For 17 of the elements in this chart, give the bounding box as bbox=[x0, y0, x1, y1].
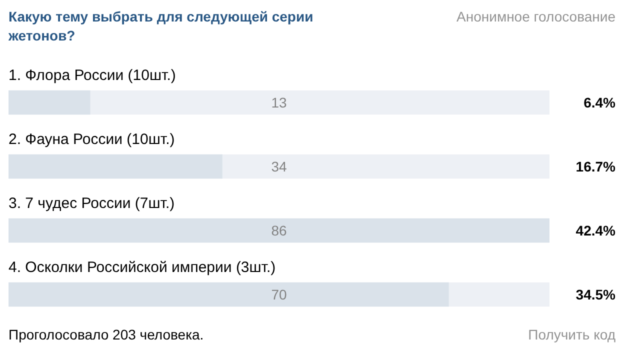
y-tick-label: 3. 7 чудес России (7шт.) bbox=[8, 195, 175, 212]
text: 6.4% bbox=[584, 94, 616, 110]
bar bbox=[8, 90, 90, 115]
text: 16.7% bbox=[576, 158, 616, 174]
chart-title: Какую тему выбрать для следующей серии жетонов? bbox=[8, 8, 314, 44]
text: Проголосовало 203 человека. bbox=[8, 326, 204, 342]
chart-subtitle: Анонимное голосование bbox=[456, 8, 616, 24]
y-tick-label: 2. Фауна России (10шт.) bbox=[8, 131, 175, 148]
text: 42.4% bbox=[576, 222, 616, 238]
data-label: 34 bbox=[271, 158, 287, 174]
y-tick-label: 4. Осколки Российской империи (3шт.) bbox=[8, 259, 276, 276]
data-label: 13 bbox=[271, 94, 287, 110]
data-label: 86 bbox=[271, 222, 287, 238]
data-label: 70 bbox=[271, 286, 287, 302]
y-tick-label: 1. Флора России (10шт.) bbox=[8, 67, 176, 84]
text: Получить код bbox=[528, 326, 616, 342]
text: 34.5% bbox=[576, 286, 616, 302]
